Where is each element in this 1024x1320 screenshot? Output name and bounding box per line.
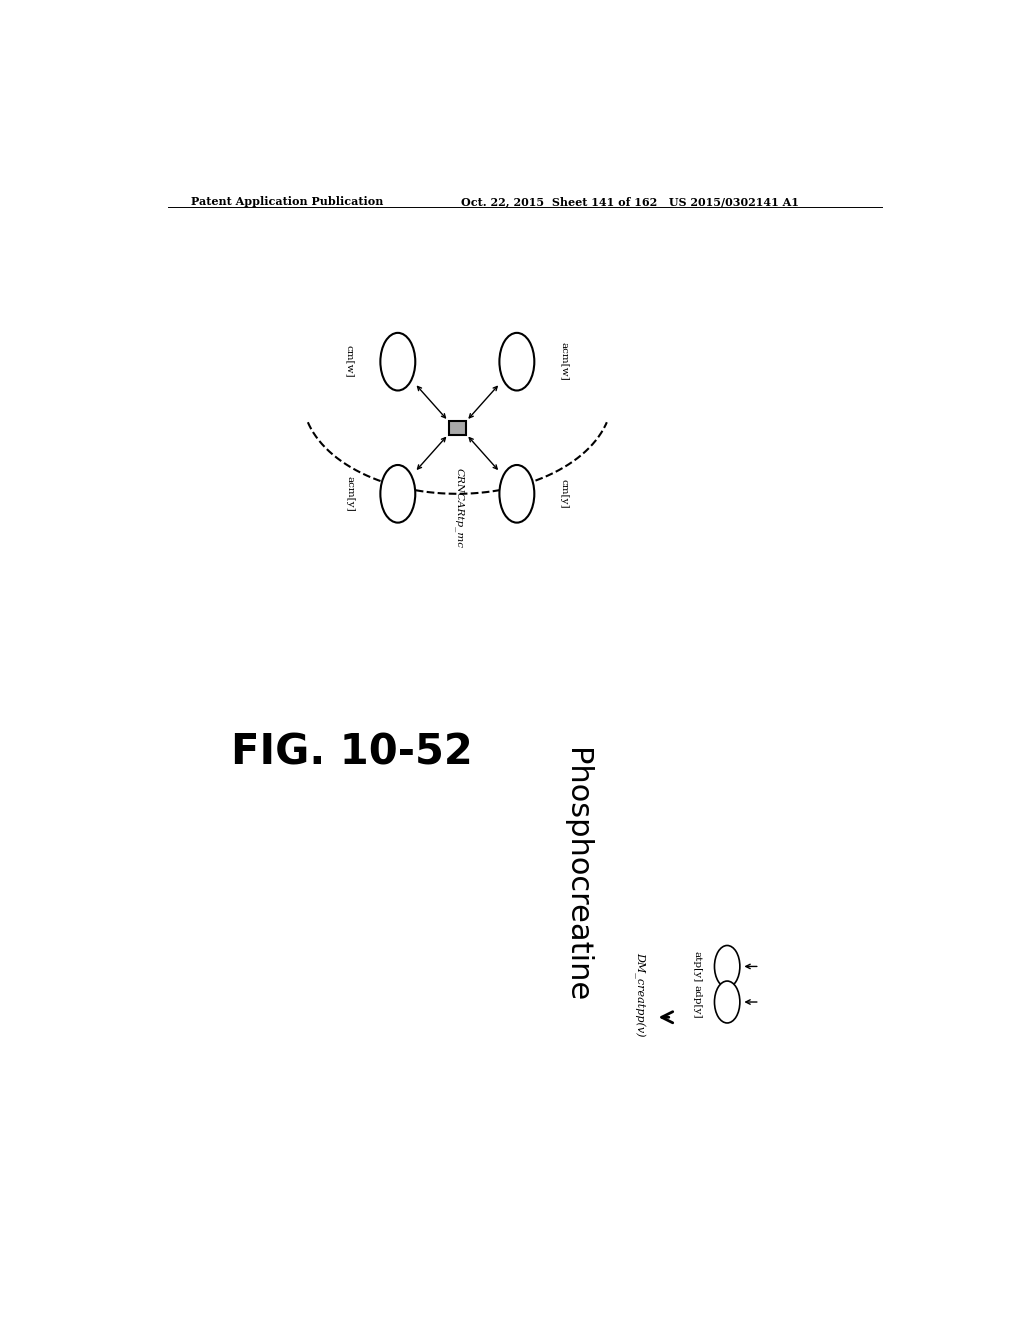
Ellipse shape [500,333,535,391]
Bar [449,421,466,434]
Text: Phosphocreatine: Phosphocreatine [562,748,591,1002]
Text: cm[y]: cm[y] [560,479,569,508]
Text: adp[y]: adp[y] [692,985,701,1019]
Text: atp[y]: atp[y] [692,950,701,982]
Text: Patent Application Publication: Patent Application Publication [191,195,384,207]
Text: DM_creatpp(v): DM_creatpp(v) [634,952,645,1036]
Text: CRNCARtp_mc: CRNCARtp_mc [455,469,465,548]
Ellipse shape [380,333,416,391]
Ellipse shape [500,465,535,523]
Ellipse shape [715,945,740,987]
Text: FIG. 10-52: FIG. 10-52 [231,733,473,774]
Text: cm[w]: cm[w] [346,346,354,378]
Ellipse shape [715,981,740,1023]
Text: acm[w]: acm[w] [560,342,569,381]
Text: acm[y]: acm[y] [346,477,354,512]
Ellipse shape [380,465,416,523]
Text: Oct. 22, 2015  Sheet 141 of 162   US 2015/0302141 A1: Oct. 22, 2015 Sheet 141 of 162 US 2015/0… [461,195,799,207]
